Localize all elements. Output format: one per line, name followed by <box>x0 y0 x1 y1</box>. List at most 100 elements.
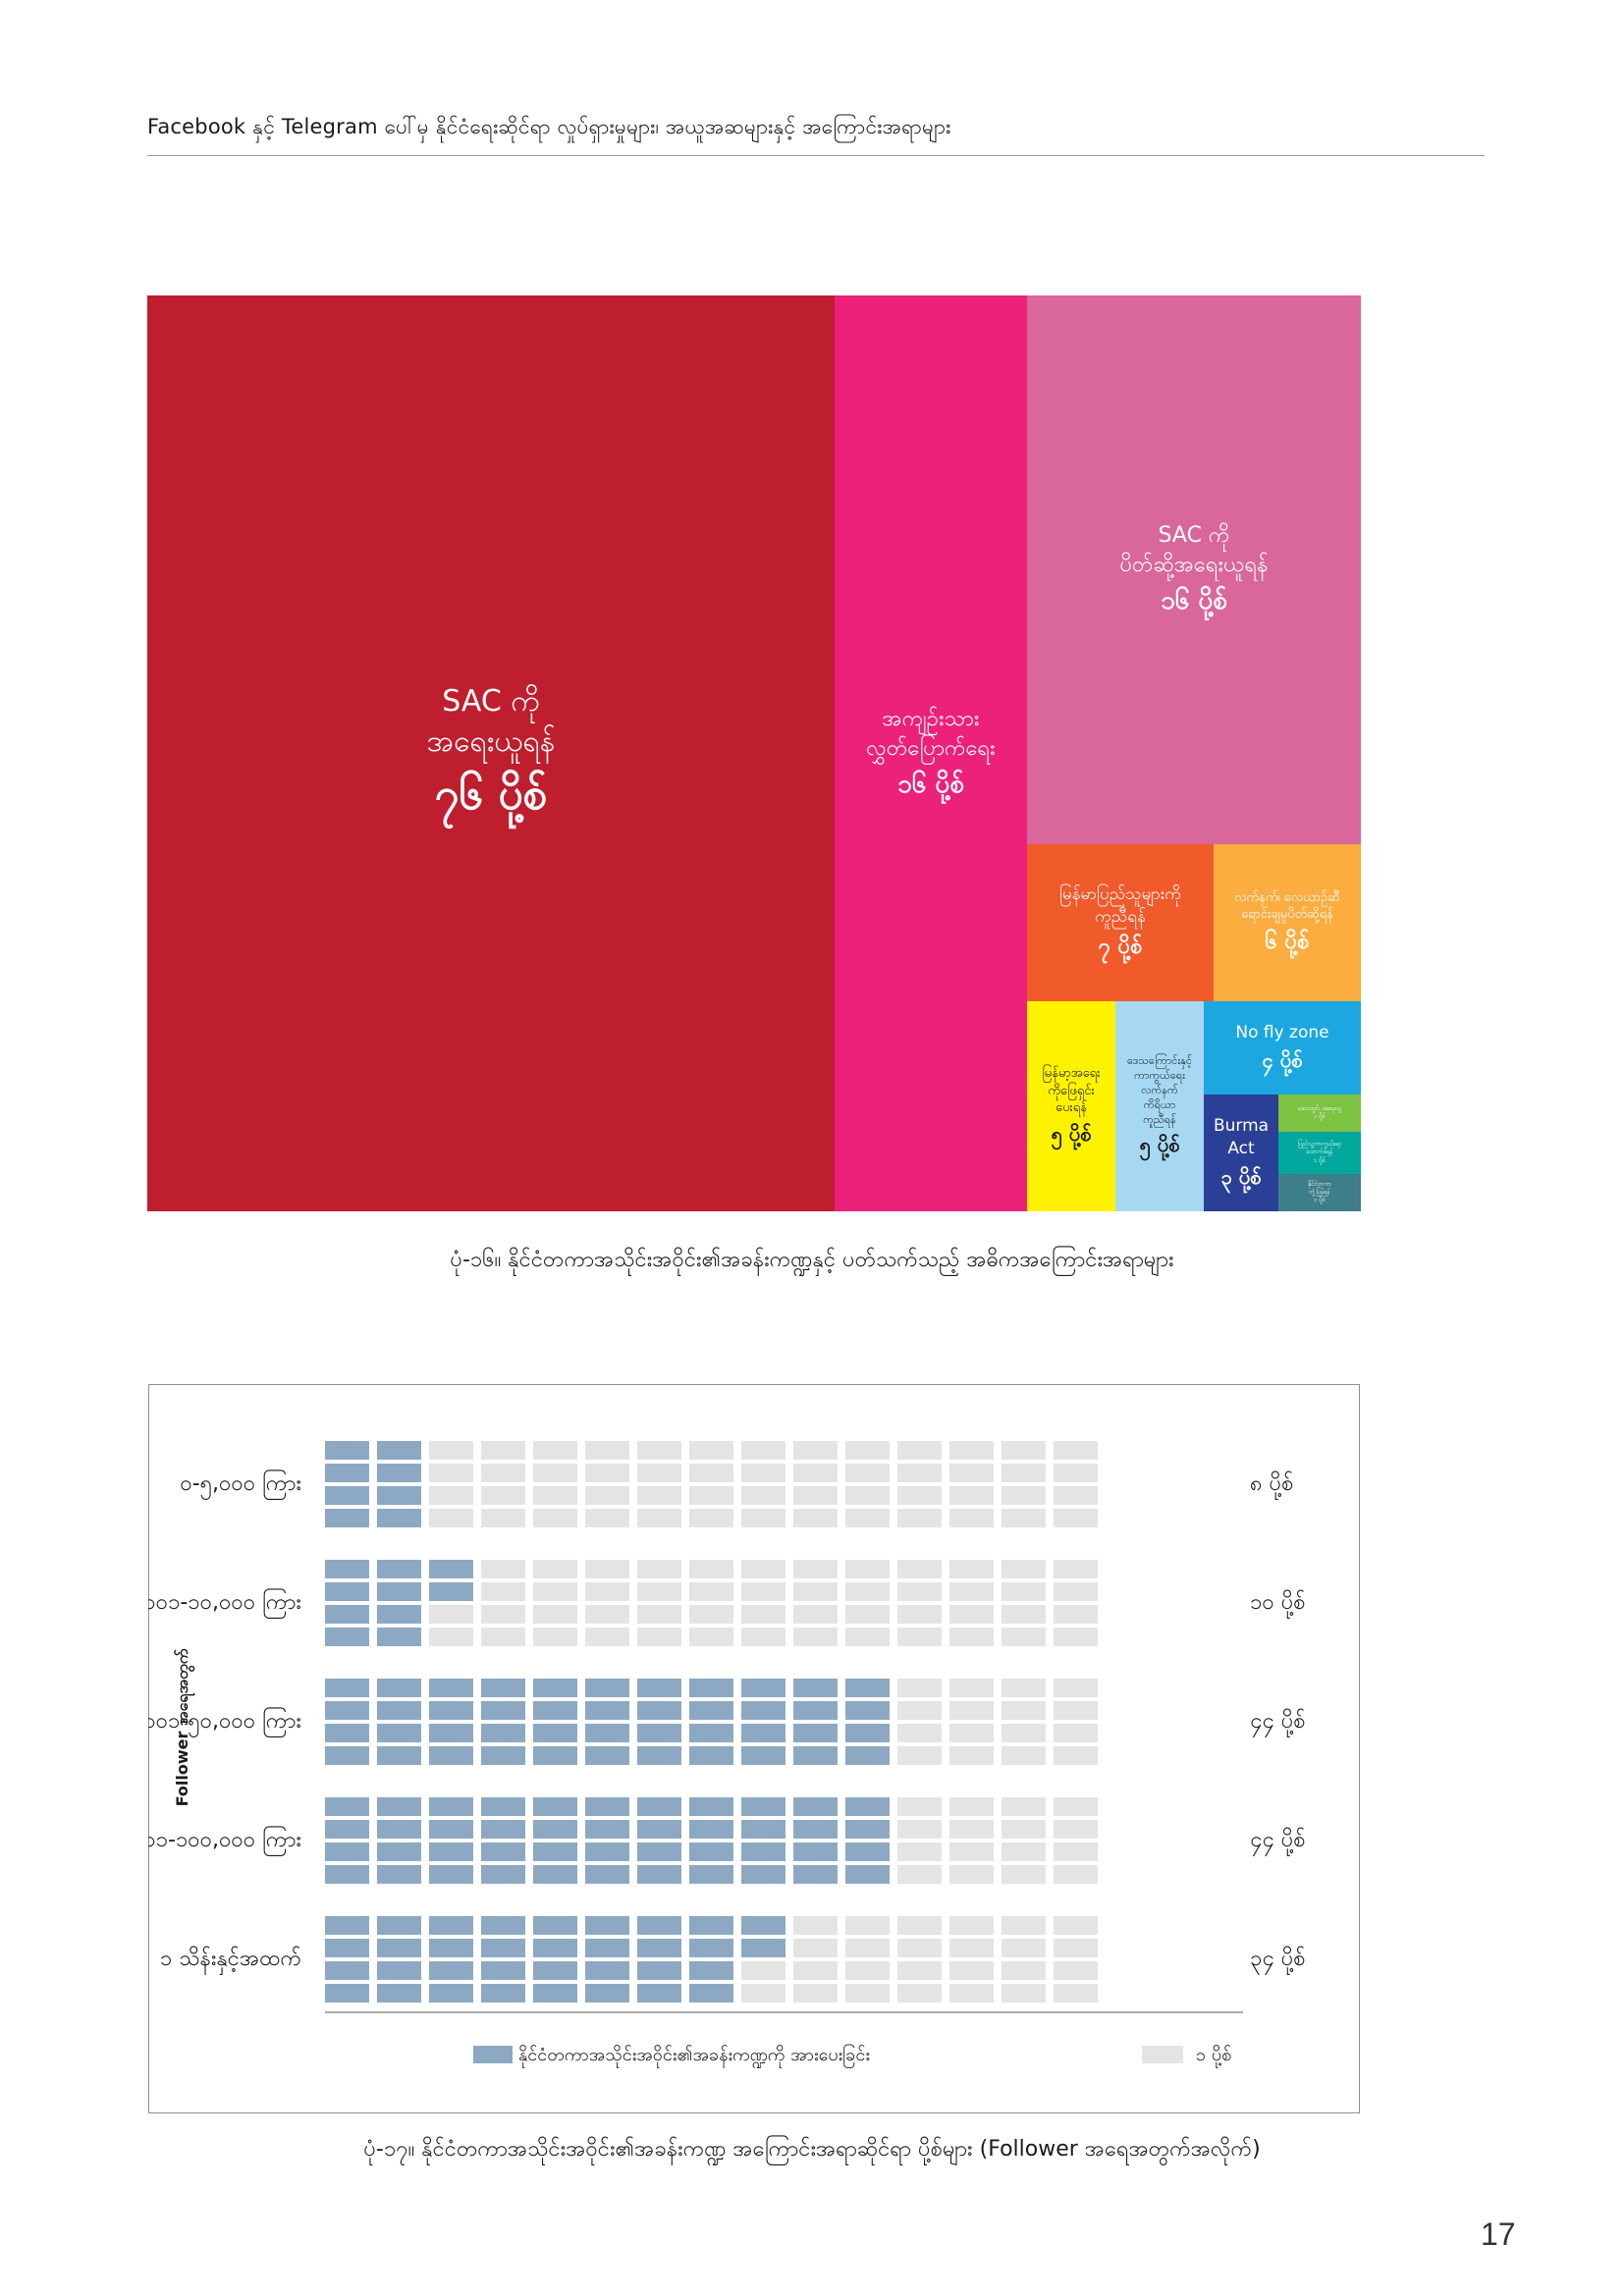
waffle-cell-empty <box>1054 1560 1098 1578</box>
waffle-cell-empty <box>533 1509 577 1527</box>
treemap-label: ကူညီရန် <box>1143 1112 1176 1126</box>
waffle-cell-filled <box>585 1865 629 1884</box>
waffle-cell-empty <box>793 1916 838 1935</box>
waffle-cell-filled <box>429 1797 473 1816</box>
waffle-cell-filled <box>793 1865 838 1884</box>
waffle-cell-empty <box>741 1628 785 1646</box>
waffle-cell-empty <box>1001 1865 1046 1884</box>
waffle-cell-empty <box>897 1509 942 1527</box>
waffle-cell-empty <box>845 1582 890 1601</box>
waffle-row <box>325 1916 1098 2002</box>
waffle-cell-filled <box>429 1984 473 2002</box>
waffle-cell-empty <box>585 1509 629 1527</box>
waffle-cell-filled <box>741 1701 785 1720</box>
waffle-cell-filled <box>637 1916 681 1935</box>
waffle-cell-filled <box>793 1842 838 1861</box>
waffle-cell-empty <box>949 1916 994 1935</box>
waffle-cell-empty <box>897 1961 942 1980</box>
waffle-cell-empty <box>637 1605 681 1624</box>
waffle-cell-filled <box>637 1820 681 1839</box>
waffle-cell-filled <box>533 1797 577 1816</box>
waffle-y-axis-label: Follower အရေအတွက် <box>173 1647 195 1806</box>
waffle-cell-filled <box>325 1842 369 1861</box>
waffle-cell-empty <box>1001 1961 1046 1980</box>
waffle-cell-empty <box>845 1628 890 1646</box>
treemap-value-label: ၅ ပို့စ် <box>1139 1132 1180 1156</box>
waffle-cell-filled <box>481 1961 525 1980</box>
waffle-cell-empty <box>1001 1916 1046 1935</box>
waffle-cell-filled <box>429 1582 473 1601</box>
waffle-cell-empty <box>949 1865 994 1884</box>
waffle-cell-filled <box>325 1916 369 1935</box>
waffle-cell-filled <box>637 1701 681 1720</box>
waffle-cell-empty <box>949 1628 994 1646</box>
waffle-cell-filled <box>325 1560 369 1578</box>
waffle-cell-empty <box>1054 1605 1098 1624</box>
waffle-cell-filled <box>741 1797 785 1816</box>
waffle-cell-empty <box>1054 1441 1098 1460</box>
waffle-cell-empty <box>1001 1842 1046 1861</box>
treemap-label: တုံ့ပြန်ရန် <box>1309 1188 1330 1196</box>
waffle-cell-empty <box>949 1939 994 1957</box>
waffle-chart: ၀-၅,၀၀၀ ကြား ၈ ပို့စ်၅,၀၀၁-၁၀,၀၀၀ ကြား ၁၀ … <box>148 1441 1306 2068</box>
waffle-cell-filled <box>793 1820 838 1839</box>
waffle-cell-filled <box>377 1605 421 1624</box>
treemap-value-label: ၅ ပို့စ် <box>1051 1121 1092 1146</box>
treemap-cell: SAC ကို ပိတ်ဆို့အရေးယူရန် ၁၆ ပို့စ် <box>1027 295 1361 844</box>
treemap-cell: SAC ကို အရေးယူရန် ၇၆ ပို့စ် <box>147 295 835 1211</box>
waffle-cell-filled <box>481 1842 525 1861</box>
waffle-cell-empty <box>845 1441 890 1460</box>
waffle-cell-empty <box>533 1560 577 1578</box>
waffle-cell-filled <box>377 1464 421 1482</box>
waffle-cell-empty <box>533 1605 577 1624</box>
waffle-cell-empty <box>1001 1797 1046 1816</box>
waffle-cell-empty <box>1001 1939 1046 1957</box>
waffle-cell-empty <box>1001 1441 1046 1460</box>
waffle-cell-empty <box>793 1939 838 1957</box>
waffle-cell-empty <box>1001 1820 1046 1839</box>
waffle-cell-filled <box>377 1797 421 1816</box>
waffle-cell-filled <box>377 1865 421 1884</box>
waffle-cell-empty <box>533 1628 577 1646</box>
treemap-cell: ဒေသကြောင်းနှင့် ကာကွယ်ရေး လက်နက် ကိရိယာ ကူညီ… <box>1115 1001 1204 1211</box>
waffle-cell-filled <box>689 1984 733 2002</box>
treemap-value-label: ၁၆ ပို့စ် <box>1161 585 1227 615</box>
waffle-cell-filled <box>481 1724 525 1742</box>
waffle-cell-empty <box>741 1582 785 1601</box>
waffle-cell-empty <box>689 1560 733 1578</box>
waffle-cell-empty <box>637 1509 681 1527</box>
page-number: 17 <box>1481 2216 1516 2252</box>
waffle-cell-empty <box>949 1582 994 1601</box>
waffle-cell-empty <box>897 1628 942 1646</box>
treemap-label: နိုင်ငံတကာ <box>1308 1180 1331 1188</box>
waffle-cell-empty <box>585 1560 629 1578</box>
treemap-label: ပြည်သူ့ကာကွယ်ရေး <box>1297 1141 1342 1148</box>
waffle-cell-filled <box>377 1820 421 1839</box>
figure-16-caption: ပုံ-၁၆။ နိုင်ငံတကာအသိုင်းအဝိုင်း၏အခန်းကဏ… <box>450 1248 1174 1272</box>
waffle-cell-empty <box>949 1679 994 1697</box>
treemap-label: ဒေသကြောင်းနှင့် <box>1127 1054 1192 1068</box>
waffle-cell-filled <box>325 1724 369 1742</box>
waffle-cell-filled <box>689 1797 733 1816</box>
waffle-cell-empty <box>1054 1939 1098 1957</box>
waffle-cell-filled <box>585 1797 629 1816</box>
waffle-cell-empty <box>585 1486 629 1505</box>
waffle-cell-empty <box>949 1961 994 1980</box>
waffle-cell-empty <box>949 1724 994 1742</box>
treemap-cell: အကျဉ်းသား လွှတ်ပြောက်ရေး ၁၆ ပို့စ် <box>835 295 1027 1211</box>
waffle-cell-empty <box>897 1464 942 1482</box>
treemap-label: မြန်မာပြည်သူများကို <box>1059 884 1181 905</box>
waffle-cell-filled <box>325 1605 369 1624</box>
running-header: Facebook နှင့် Telegram ပေါ်မှ နိုင်ငံရေ… <box>147 115 951 138</box>
waffle-cell-filled <box>793 1701 838 1720</box>
waffle-cell-empty <box>1054 1865 1098 1884</box>
waffle-cell-empty <box>1054 1628 1098 1646</box>
waffle-cell-empty <box>949 1842 994 1861</box>
waffle-cell-filled <box>533 1842 577 1861</box>
waffle-cell-filled <box>377 1679 421 1697</box>
waffle-cell-filled <box>689 1701 733 1720</box>
waffle-cell-empty <box>845 1984 890 2002</box>
waffle-cell-empty <box>897 1746 942 1765</box>
waffle-cell-filled <box>637 1865 681 1884</box>
treemap-label: ကိရိယာ <box>1143 1097 1176 1111</box>
